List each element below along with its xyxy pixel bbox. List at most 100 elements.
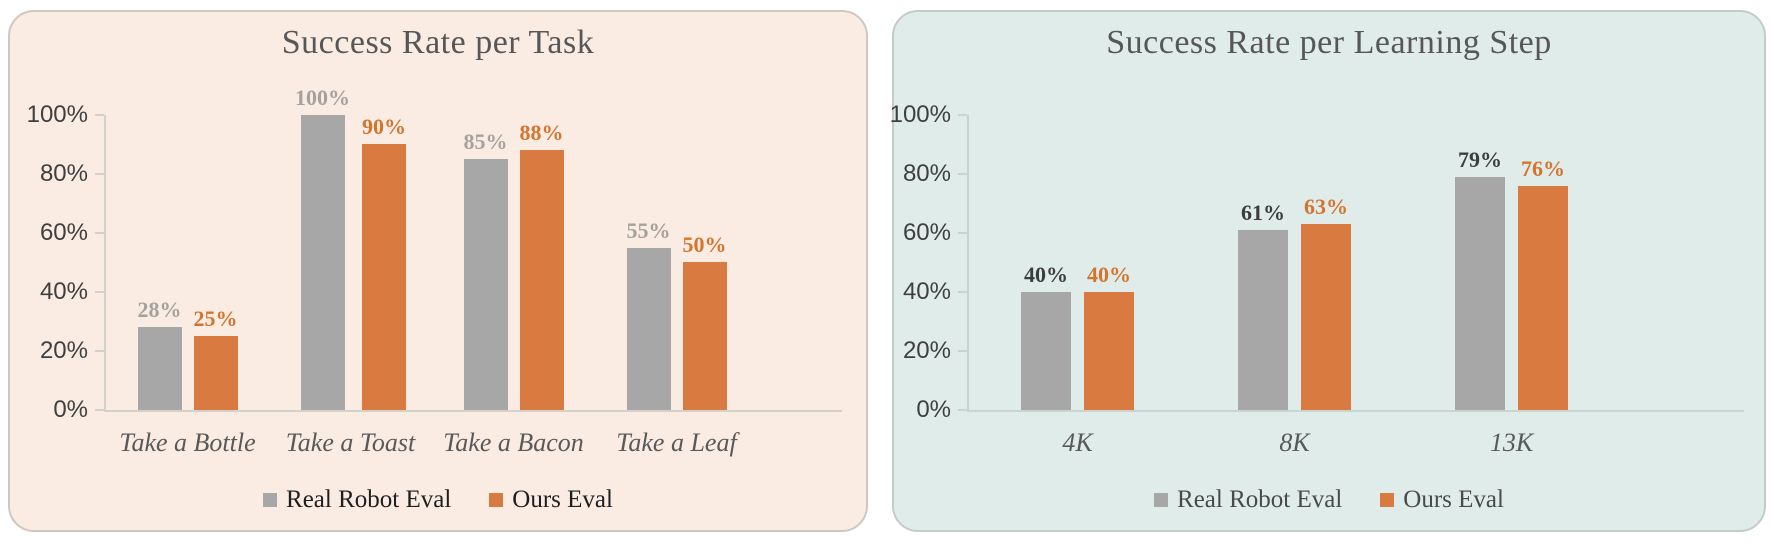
bar-value-label: 40% <box>1087 262 1131 287</box>
bar-value-label: 88% <box>519 120 564 145</box>
bar-wrap: 61% <box>1238 201 1288 410</box>
bar-real-robot-eval <box>463 159 508 410</box>
bars-row: 28% 25% 100% 90% 85% 88% 55% 50% <box>106 86 758 410</box>
bar-real-robot-eval <box>626 248 671 410</box>
y-axis-tick-mark <box>95 409 104 411</box>
bar-value-label: 85% <box>463 129 508 154</box>
legend-swatch-ours-eval-icon <box>489 493 504 507</box>
legend-label-ours-eval: Ours Eval <box>512 486 613 513</box>
y-axis-tick-mark <box>958 291 967 293</box>
y-axis-tick-mark <box>95 291 104 293</box>
y-axis-tick-label: 40% <box>902 278 951 305</box>
bar-value-label: 40% <box>1024 262 1068 287</box>
legend: Real Robot Eval Ours Eval <box>10 486 866 514</box>
bar-value-label: 25% <box>193 306 238 331</box>
bar-ours-eval <box>1084 292 1134 410</box>
bar-value-label: 28% <box>137 297 182 322</box>
y-axis-tick-label: 0% <box>916 396 951 423</box>
bar-group-take-a-bottle: 28% 25% <box>106 115 269 410</box>
y-axis-tick-label: 60% <box>902 219 951 246</box>
bar-group-8k: 61% 63% <box>1186 115 1403 410</box>
x-category-label: Take a Bottle <box>119 428 256 457</box>
bar-group-take-a-bacon: 85% 88% <box>432 115 595 410</box>
bar-ours-eval <box>1301 224 1351 410</box>
x-category-label: Take a Toast <box>285 428 416 457</box>
legend-item-real-robot-eval: Real Robot Eval <box>263 486 451 514</box>
y-axis-tick-mark <box>958 114 967 116</box>
y-axis-tick-mark <box>958 409 967 411</box>
bar-wrap: 63% <box>1301 195 1351 410</box>
legend-item-ours-eval: Ours Eval <box>1380 486 1504 514</box>
bar-wrap: 90% <box>362 115 406 410</box>
plot-area <box>967 115 1744 412</box>
bar-value-label: 61% <box>1241 200 1285 225</box>
bar-wrap: 55% <box>626 218 671 410</box>
bar-value-label: 76% <box>1521 156 1565 181</box>
y-axis-tick-mark <box>958 173 967 175</box>
bar-real-robot-eval <box>300 115 345 410</box>
y-axis-tick-mark <box>95 350 104 352</box>
bar-group-13k: 79% 76% <box>1403 115 1620 410</box>
y-axis-tick-mark <box>958 350 967 352</box>
legend-swatch-real-robot-eval-icon <box>263 493 278 507</box>
legend-label-real-robot-eval: Real Robot Eval <box>1177 486 1343 513</box>
y-axis-tick-label: 100% <box>26 101 88 128</box>
x-category-label: 8K <box>1279 428 1310 457</box>
chart-title: Success Rate per Learning Step <box>1106 24 1552 61</box>
bar-wrap: 40% <box>1021 263 1071 410</box>
legend-swatch-real-robot-eval-icon <box>1154 493 1169 507</box>
bar-group-take-a-leaf: 55% 50% <box>595 115 758 410</box>
bar-real-robot-eval <box>1021 292 1071 410</box>
y-axis-tick-label: 60% <box>39 219 88 246</box>
bar-ours-eval <box>1518 186 1568 410</box>
chart-title: Success Rate per Task <box>281 24 595 61</box>
bar-wrap: 25% <box>193 306 238 410</box>
legend: Real Robot Eval Ours Eval <box>894 486 1764 514</box>
x-category-label: Take a Bacon <box>443 428 584 457</box>
bar-real-robot-eval <box>137 327 182 410</box>
y-axis-tick-label: 20% <box>39 337 88 364</box>
bar-ours-eval <box>362 144 406 410</box>
bar-wrap: 88% <box>519 120 564 410</box>
chart-panel-success-rate-per-task: Success Rate per Task Real Robot Eval Ou… <box>8 10 868 532</box>
bar-value-label: 90% <box>362 114 406 139</box>
bar-value-label: 79% <box>1458 147 1502 172</box>
bar-wrap: 50% <box>682 232 727 410</box>
y-axis-tick-label: 0% <box>53 396 88 423</box>
chart-panel-success-rate-per-learning-step: Success Rate per Learning Step Real Robo… <box>890 10 1766 532</box>
legend-item-real-robot-eval: Real Robot Eval <box>1154 486 1342 514</box>
plot-area <box>104 115 842 412</box>
x-category-label: 13K <box>1489 428 1534 457</box>
y-axis-tick-label: 20% <box>902 337 951 364</box>
bar-group-take-a-toast: 100% 90% <box>269 86 432 410</box>
bar-ours-eval <box>682 262 727 410</box>
x-category-label: Take a Leaf <box>616 428 737 457</box>
x-axis-labels: Take a Bottle Take a Toast Take a Bacon Tak… <box>106 428 758 458</box>
legend-label-ours-eval: Ours Eval <box>1403 486 1504 513</box>
bar-value-label: 100% <box>295 85 350 110</box>
y-axis-tick-mark <box>95 232 104 234</box>
legend-item-ours-eval: Ours Eval <box>489 486 613 514</box>
bars-row: 40% 40% 61% 63% 79% 76% <box>969 115 1620 410</box>
x-category-label: 4K <box>1062 428 1093 457</box>
bar-ours-eval <box>519 150 564 410</box>
y-axis-tick-label: 100% <box>889 101 951 128</box>
bar-wrap: 100% <box>295 86 350 410</box>
bar-ours-eval <box>193 336 238 410</box>
y-axis-tick-label: 40% <box>39 278 88 305</box>
bar-real-robot-eval <box>1455 177 1505 410</box>
y-axis-tick-label: 80% <box>39 160 88 187</box>
bar-wrap: 40% <box>1084 263 1134 410</box>
y-axis-tick-mark <box>958 232 967 234</box>
bar-group-4k: 40% 40% <box>969 115 1186 410</box>
bar-wrap: 85% <box>463 129 508 410</box>
bar-value-label: 55% <box>626 218 671 243</box>
bar-value-label: 63% <box>1304 194 1348 219</box>
y-axis-tick-mark <box>95 114 104 116</box>
bar-value-label: 50% <box>682 232 727 257</box>
x-axis-labels: 4K 8K 13K <box>969 428 1620 458</box>
bar-real-robot-eval <box>1238 230 1288 410</box>
bar-wrap: 28% <box>137 297 182 410</box>
legend-swatch-ours-eval-icon <box>1380 493 1395 507</box>
